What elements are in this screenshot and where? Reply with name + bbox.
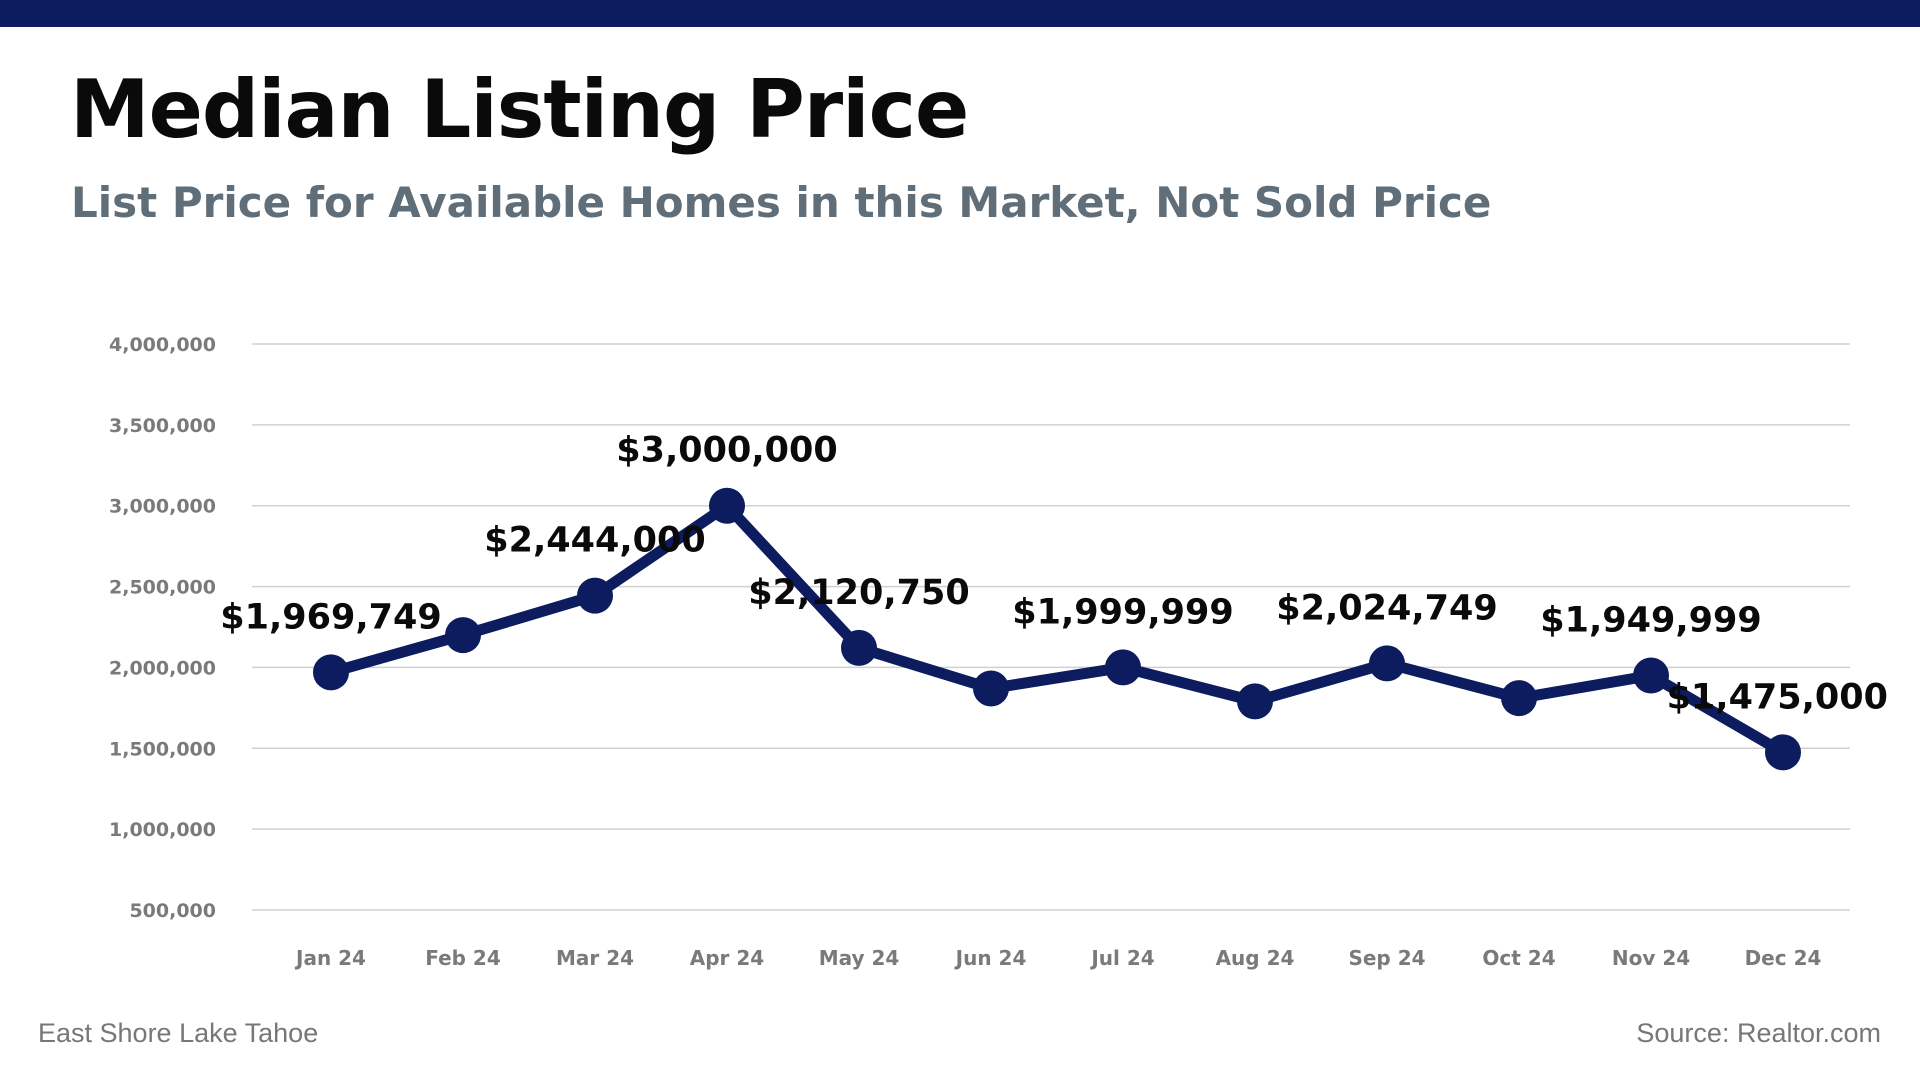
- page-title: Median Listing Price: [70, 63, 969, 156]
- x-tick-label: Oct 24: [1482, 946, 1555, 970]
- x-tick-label: Jan 24: [294, 946, 366, 970]
- x-tick-label: Sep 24: [1348, 946, 1425, 970]
- data-label: $1,949,999: [1540, 601, 1761, 641]
- data-point: [1633, 657, 1669, 694]
- data-point: [313, 654, 349, 691]
- data-point: [445, 617, 481, 654]
- x-tick-label: Apr 24: [690, 946, 764, 970]
- data-label: $1,999,999: [1012, 592, 1233, 632]
- x-tick-label: Aug 24: [1216, 946, 1295, 970]
- gridlines: [252, 343, 1850, 911]
- data-label: $1,969,749: [220, 597, 441, 637]
- x-tick-label: Feb 24: [425, 946, 501, 970]
- data-label: $3,000,000: [616, 431, 837, 471]
- data-points: [313, 487, 1801, 771]
- source-credit: Source: Realtor.com: [1636, 1018, 1881, 1048]
- x-tick-label: Jun 24: [954, 946, 1027, 970]
- page-subtitle: List Price for Available Homes in this M…: [71, 178, 1492, 227]
- data-label: $2,120,750: [748, 573, 969, 613]
- top-accent-bar: [0, 0, 1920, 27]
- data-point: [1237, 683, 1273, 720]
- market-name: East Shore Lake Tahoe: [38, 1018, 319, 1048]
- x-tick-label: Mar 24: [556, 946, 634, 970]
- y-tick-label: 500,000: [129, 900, 216, 922]
- series-line-layer: [325, 500, 1789, 758]
- y-tick-label: 3,000,000: [109, 496, 216, 518]
- x-axis-tick-labels: Jan 24 Feb 24 Mar 24 Apr 24 May 24 Jun 24 Jul …: [294, 946, 1821, 970]
- y-axis-tick-labels: 500,000 1,000,000 1,500,000 2,000,000 2,500,…: [109, 334, 216, 922]
- data-label: $2,024,749: [1276, 588, 1497, 628]
- y-tick-label: 2,000,000: [109, 657, 216, 679]
- y-tick-label: 1,500,000: [109, 738, 216, 760]
- y-tick-label: 3,500,000: [109, 415, 216, 437]
- data-label: $2,444,000: [484, 521, 705, 561]
- data-point: [1105, 649, 1141, 686]
- y-tick-label: 4,000,000: [109, 334, 216, 356]
- data-point: [1501, 680, 1537, 717]
- x-tick-label: Nov 24: [1612, 946, 1690, 970]
- x-tick-label: Dec 24: [1745, 946, 1822, 970]
- x-tick-label: May 24: [819, 946, 900, 970]
- data-label: $1,475,000: [1667, 677, 1888, 717]
- data-labels: $1,969,749 $2,444,000 $3,000,000 $2,120,750…: [220, 431, 1888, 718]
- data-point: [709, 487, 745, 524]
- data-point: [973, 670, 1009, 707]
- data-point: [841, 629, 877, 666]
- y-tick-label: 1,000,000: [109, 819, 216, 841]
- y-tick-label: 2,500,000: [109, 577, 216, 599]
- data-point: [577, 577, 613, 614]
- data-point: [1369, 645, 1405, 682]
- series-line: [325, 500, 1789, 758]
- x-tick-label: Jul 24: [1089, 946, 1154, 970]
- data-point: [1765, 734, 1801, 771]
